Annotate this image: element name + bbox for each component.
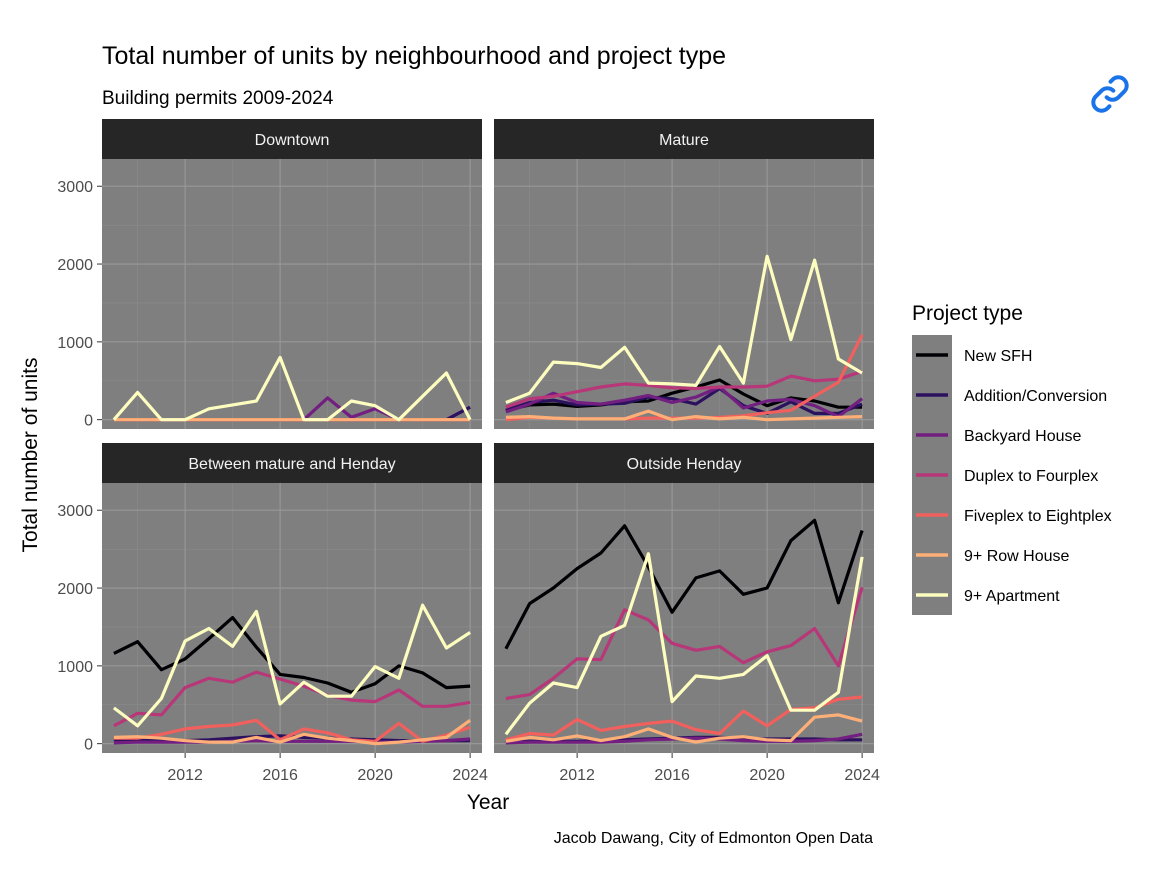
x-tick-label: 2012 [167, 767, 203, 784]
series-line [504, 518, 864, 650]
y-tick-label: 1000 [57, 335, 93, 352]
strip-background [102, 119, 482, 159]
series-line [505, 713, 863, 744]
facet-panel: Mature [494, 119, 874, 429]
strip-background [102, 443, 482, 483]
legend-label: Fiveplex to Eightplex [964, 508, 1112, 525]
chart-caption: Jacob Dawang, City of Edmonton Open Data [554, 830, 873, 847]
series-line [113, 718, 471, 743]
panel-background [102, 483, 482, 753]
series-line [113, 615, 471, 694]
legend-label: 9+ Apartment [964, 588, 1060, 605]
legend: Project type New SFH Addition/Conversion B… [912, 302, 1112, 615]
facet-panel: Outside Henday 2012 2016 2020 2024 [494, 443, 880, 784]
strip-background [494, 119, 874, 159]
legend-label: Backyard House [964, 428, 1081, 445]
strip-label: Outside Henday [627, 456, 742, 473]
x-tick-label: 2024 [452, 767, 488, 784]
y-tick-label: 2000 [57, 581, 93, 598]
panel-background [102, 159, 482, 429]
series-line [113, 719, 472, 746]
series-line [505, 409, 863, 422]
y-tick-label: 0 [84, 737, 93, 754]
x-tick-label: 2016 [262, 767, 298, 784]
legend-title: Project type [912, 302, 1023, 325]
strip-label: Mature [659, 132, 709, 149]
facet-panel: Between mature and Henday 0 1000 2000 3000 20… [57, 443, 488, 784]
y-tick-label: 0 [84, 413, 93, 430]
series-line [112, 355, 472, 422]
y-tick-label: 3000 [57, 179, 93, 196]
y-tick-label: 3000 [57, 503, 93, 520]
facet-panels: Downtown 0 1000 2000 3000 Mature Between matur… [57, 119, 880, 784]
chart-subtitle: Building permits 2009-2024 [102, 88, 334, 109]
legend-label: Addition/Conversion [964, 388, 1107, 405]
legend-label: 9+ Row House [964, 548, 1069, 565]
y-tick-label: 2000 [57, 257, 93, 274]
series-line [113, 670, 471, 728]
strip-label: Downtown [255, 132, 330, 149]
strip-label: Between mature and Henday [188, 456, 395, 473]
facet-panel: Downtown 0 1000 2000 3000 [57, 119, 482, 430]
series-line [505, 254, 863, 404]
chart-title: Total number of units by neighbourhood a… [102, 42, 726, 70]
legend-label: Duplex to Fourplex [964, 468, 1098, 485]
legend-label: New SFH [964, 348, 1032, 365]
y-axis-label: Total number of units [19, 358, 42, 553]
x-tick-label: 2012 [559, 767, 595, 784]
y-tick-label: 1000 [57, 659, 93, 676]
link-icon[interactable] [1090, 74, 1130, 114]
series-line [505, 369, 863, 409]
x-axis-label: Year [467, 791, 509, 814]
x-tick-label: 2020 [357, 767, 393, 784]
series-line [505, 378, 863, 412]
strip-background [494, 443, 874, 483]
series-line [112, 603, 471, 728]
series-line [505, 586, 864, 701]
series-line [504, 552, 864, 736]
x-tick-label: 2016 [654, 767, 690, 784]
x-tick-label: 2020 [749, 767, 785, 784]
x-tick-label: 2024 [844, 767, 880, 784]
